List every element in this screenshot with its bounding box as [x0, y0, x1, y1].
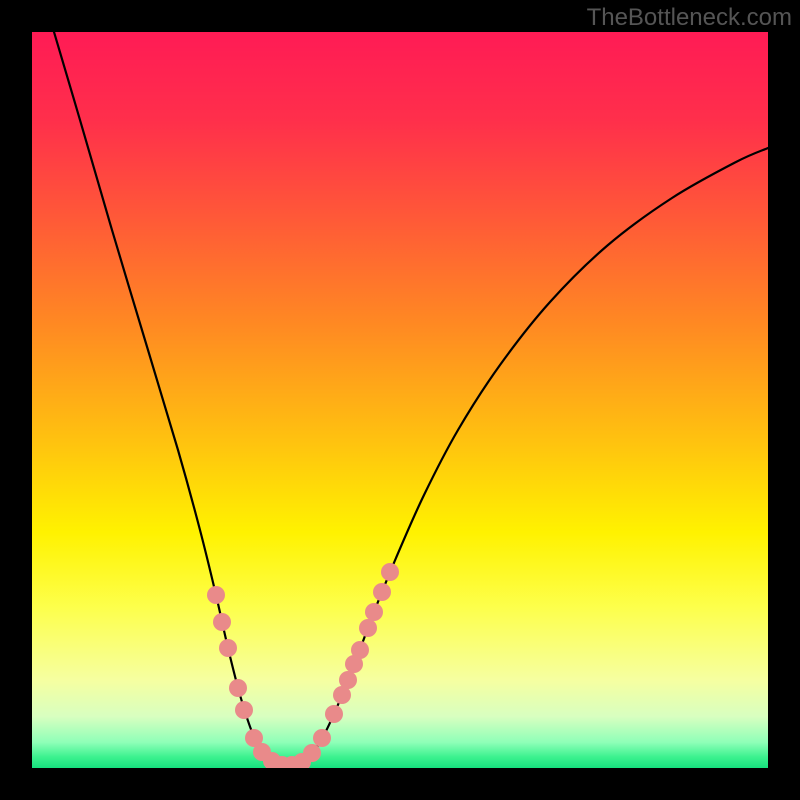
bottleneck-chart: [0, 0, 800, 800]
watermark-text: TheBottleneck.com: [587, 4, 792, 32]
chart-container: TheBottleneck.com: [0, 0, 800, 800]
